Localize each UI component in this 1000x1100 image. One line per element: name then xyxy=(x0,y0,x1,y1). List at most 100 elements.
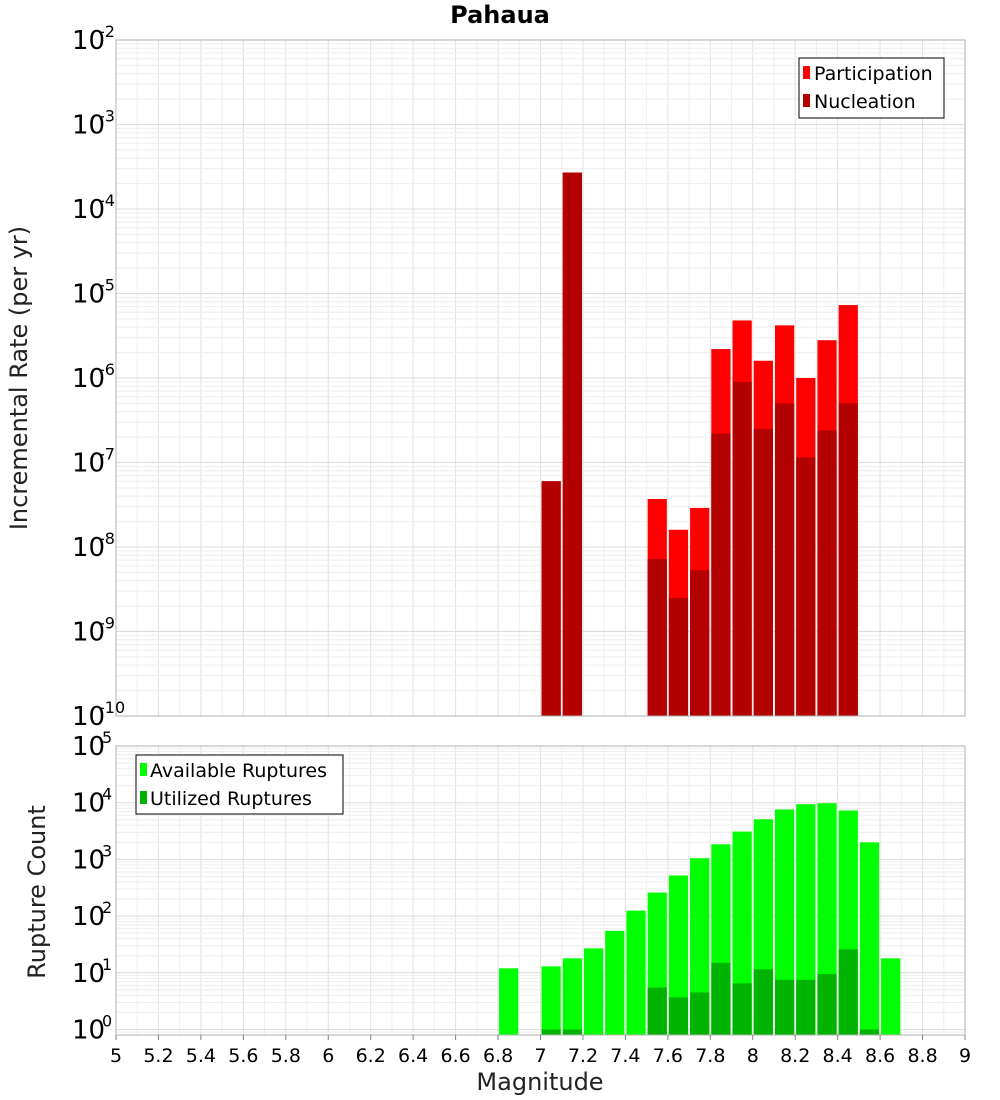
legend-label-participation: Participation xyxy=(814,63,933,85)
bar-utilized xyxy=(562,1029,582,1035)
y-tick-exponent: -2 xyxy=(99,22,115,41)
x-axis-title: Magnitude xyxy=(476,1068,603,1096)
x-tick-label: 7.6 xyxy=(653,1045,683,1067)
y-tick-label: 10 xyxy=(72,959,105,989)
x-tick-label: 5.2 xyxy=(143,1045,173,1067)
x-tick-label: 6.8 xyxy=(483,1045,513,1067)
legend-swatch-participation xyxy=(803,66,810,79)
bar-available xyxy=(583,948,604,1035)
count-legend: Available Ruptures Utilized Ruptures xyxy=(135,754,344,815)
y-tick-exponent: -7 xyxy=(99,445,115,464)
bar-available xyxy=(541,966,561,1035)
y-tick-label: 10 xyxy=(72,364,105,394)
x-tick-label: 6.4 xyxy=(398,1045,428,1067)
x-tick-label: 8.8 xyxy=(907,1045,937,1067)
y-tick-label: 10 xyxy=(72,789,105,819)
x-tick-label: 8.4 xyxy=(823,1045,853,1067)
bar-nucleation xyxy=(711,433,731,716)
bar-nucleation xyxy=(817,430,837,716)
bar-available xyxy=(626,910,646,1035)
bar-available xyxy=(668,875,689,1035)
rate-plot-frame xyxy=(115,39,966,717)
bar-utilized xyxy=(711,962,731,1035)
bar-utilized xyxy=(647,987,667,1035)
bar-utilized xyxy=(541,1029,561,1035)
bar-utilized xyxy=(774,979,795,1035)
legend-label-nucleation: Nucleation xyxy=(814,91,916,113)
bar-available xyxy=(881,958,901,1035)
y-tick-exponent: -10 xyxy=(99,698,125,717)
bar-nucleation xyxy=(668,597,689,716)
y-tick-exponent: 1 xyxy=(102,955,112,974)
bar-utilized xyxy=(668,997,689,1035)
bar-nucleation xyxy=(562,172,582,717)
bar-nucleation xyxy=(647,559,667,716)
legend-swatch-nucleation xyxy=(803,94,810,107)
rate-y-axis-title: Incremental Rate (per yr) xyxy=(5,226,33,530)
y-tick-exponent: 5 xyxy=(102,728,112,747)
bar-utilized xyxy=(753,969,773,1035)
bar-nucleation xyxy=(541,481,561,716)
bar-available xyxy=(796,804,816,1035)
y-tick-exponent: 2 xyxy=(102,898,112,917)
bar-available xyxy=(605,930,625,1035)
bar-nucleation xyxy=(838,403,858,716)
y-tick-label: 10 xyxy=(72,280,105,310)
y-tick-exponent: -5 xyxy=(99,276,115,295)
bar-available xyxy=(774,809,795,1035)
bar-utilized xyxy=(796,979,816,1035)
bar-available xyxy=(499,968,519,1035)
x-tick-label: 5.6 xyxy=(228,1045,258,1067)
y-tick-label: 10 xyxy=(72,26,105,56)
bar-available xyxy=(690,858,710,1035)
rate-legend-box xyxy=(798,57,945,119)
y-tick-exponent: 3 xyxy=(102,841,112,860)
x-tick-label: 6.2 xyxy=(356,1045,386,1067)
x-tick-label: 7.8 xyxy=(695,1045,725,1067)
rate-gridlines xyxy=(115,39,966,717)
x-tick-label: 7.4 xyxy=(610,1045,640,1067)
bar-utilized xyxy=(817,974,837,1035)
bar-utilized xyxy=(859,1029,880,1035)
y-tick-label: 10 xyxy=(72,533,105,563)
legend-swatch-available xyxy=(140,763,147,776)
x-tick-label: 6 xyxy=(322,1045,334,1067)
legend-swatch-utilized xyxy=(140,791,147,804)
rate-bars xyxy=(541,172,858,717)
count-legend-box xyxy=(135,754,344,815)
bar-nucleation xyxy=(774,403,795,716)
bar-nucleation xyxy=(753,428,773,716)
legend-label-utilized: Utilized Ruptures xyxy=(150,788,312,810)
y-tick-exponent: -8 xyxy=(99,529,115,548)
y-tick-exponent: 4 xyxy=(102,785,112,804)
bar-utilized xyxy=(732,983,752,1035)
bar-utilized xyxy=(838,949,858,1035)
bar-available xyxy=(859,842,880,1035)
y-tick-label: 10 xyxy=(72,902,105,932)
rate-legend: Participation Nucleation xyxy=(798,57,945,119)
y-tick-label: 10 xyxy=(72,111,105,141)
legend-label-available: Available Ruptures xyxy=(150,760,327,782)
count-bars xyxy=(499,803,901,1035)
y-tick-label: 10 xyxy=(72,195,105,225)
x-tick-label: 5 xyxy=(110,1045,122,1067)
x-tick-label: 5.4 xyxy=(186,1045,216,1067)
x-tick-label: 9 xyxy=(959,1045,971,1067)
count-y-axis-title: Rupture Count xyxy=(23,805,51,979)
y-tick-label: 10 xyxy=(72,449,105,479)
bar-nucleation xyxy=(732,381,752,716)
bar-available xyxy=(562,958,582,1035)
x-tick-label: 6.6 xyxy=(440,1045,470,1067)
x-tick-label: 8.2 xyxy=(780,1045,810,1067)
y-tick-label: 10 xyxy=(72,845,105,875)
x-tick-label: 8 xyxy=(747,1045,759,1067)
chart-title: Pahaua xyxy=(450,1,550,29)
x-tick-label: 7.2 xyxy=(568,1045,598,1067)
y-tick-label: 10 xyxy=(72,702,105,732)
bar-nucleation xyxy=(796,457,816,716)
